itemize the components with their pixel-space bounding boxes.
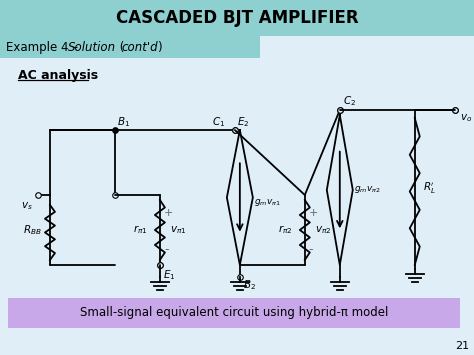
Text: -: - <box>164 244 168 256</box>
Text: $v_{\pi 2}$: $v_{\pi 2}$ <box>315 224 331 236</box>
Text: Solution: Solution <box>68 40 116 54</box>
Text: $B_2$: $B_2$ <box>243 278 256 292</box>
Text: $C_2$: $C_2$ <box>343 94 356 108</box>
Text: $R_L'$: $R_L'$ <box>423 181 436 196</box>
Text: $g_m v_{\pi 1}$: $g_m v_{\pi 1}$ <box>254 197 281 208</box>
Text: $R_{BB}$: $R_{BB}$ <box>23 223 41 237</box>
Text: +: + <box>164 208 173 218</box>
Text: $B_1$: $B_1$ <box>117 115 130 129</box>
Text: $v_o$: $v_o$ <box>460 112 472 124</box>
Text: $r_{\pi 1}$: $r_{\pi 1}$ <box>133 224 148 236</box>
Text: $v_{\pi 1}$: $v_{\pi 1}$ <box>170 224 186 236</box>
Text: $E_2$: $E_2$ <box>237 115 249 129</box>
Bar <box>0 0 474 36</box>
Text: ): ) <box>157 40 162 54</box>
Text: +: + <box>309 208 318 218</box>
Text: CASCADED BJT AMPLIFIER: CASCADED BJT AMPLIFIER <box>116 9 358 27</box>
Text: $C_1$: $C_1$ <box>211 115 225 129</box>
Bar <box>8 298 460 328</box>
Text: 21: 21 <box>455 341 469 351</box>
Bar <box>0 36 260 58</box>
Text: cont'd: cont'd <box>122 40 158 54</box>
Text: $v_s$: $v_s$ <box>21 200 33 212</box>
Text: Small-signal equivalent circuit using hybrid-π model: Small-signal equivalent circuit using hy… <box>80 306 388 320</box>
Text: $g_m v_{\pi 2}$: $g_m v_{\pi 2}$ <box>354 185 381 196</box>
Text: AC analysis: AC analysis <box>18 69 98 82</box>
Text: Example 4 –: Example 4 – <box>6 40 82 54</box>
Text: $r_{\pi 2}$: $r_{\pi 2}$ <box>278 224 293 236</box>
Text: -: - <box>309 244 313 256</box>
Text: $E_1$: $E_1$ <box>163 268 175 282</box>
Text: (: ( <box>116 40 124 54</box>
